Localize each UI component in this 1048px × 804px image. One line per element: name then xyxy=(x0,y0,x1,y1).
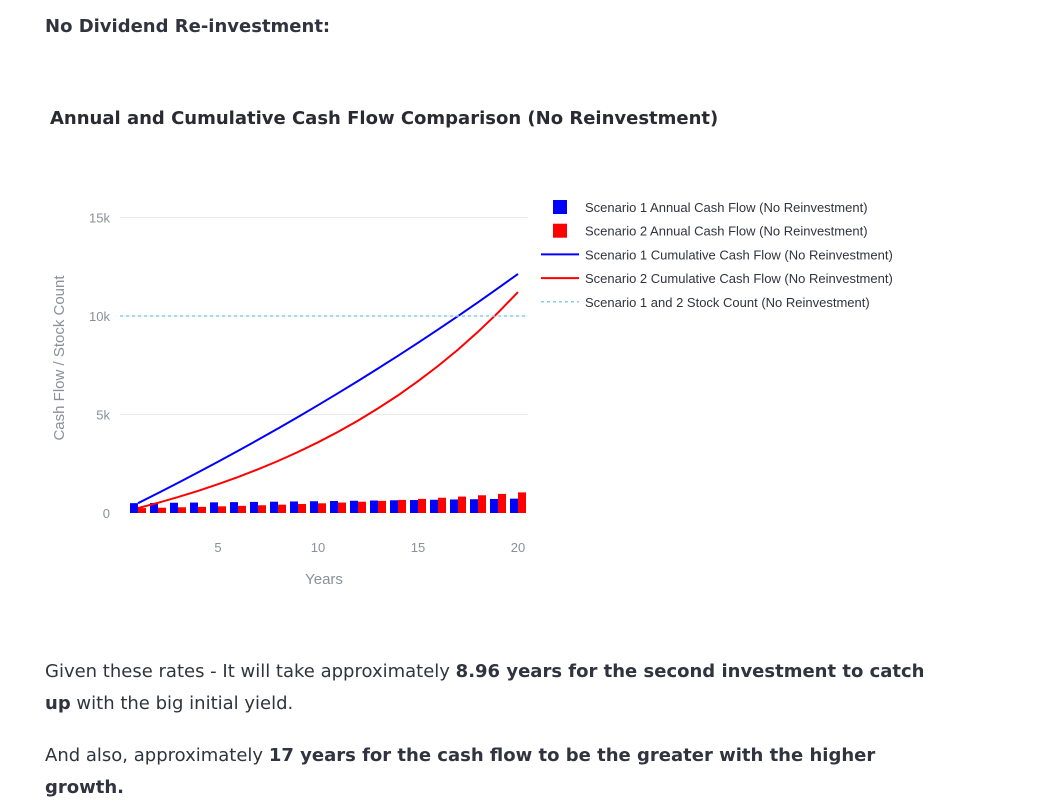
bar xyxy=(390,500,398,513)
bar xyxy=(170,502,178,513)
y-tick-label: 0 xyxy=(103,506,110,521)
legend-label: Scenario 1 Cumulative Cash Flow (No Rein… xyxy=(585,247,893,262)
p2-bold: 17 years for the cash flow to be the gre… xyxy=(45,745,876,798)
bar xyxy=(138,508,146,513)
bar xyxy=(510,498,518,513)
bar xyxy=(330,501,338,513)
bar xyxy=(458,496,466,513)
bar xyxy=(430,499,438,513)
chart-title: Annual and Cumulative Cash Flow Comparis… xyxy=(50,108,719,129)
legend[interactable]: Scenario 1 Annual Cash Flow (No Reinvest… xyxy=(541,200,893,310)
y-axis-label: Cash Flow / Stock Count xyxy=(51,275,68,441)
bar xyxy=(130,503,138,513)
bar xyxy=(258,505,266,513)
bar xyxy=(290,501,298,513)
bar xyxy=(470,499,478,513)
cumulative-line xyxy=(137,273,519,505)
bar xyxy=(378,500,386,513)
bar xyxy=(250,501,258,513)
legend-swatch xyxy=(553,223,567,238)
bar xyxy=(398,499,406,513)
bar xyxy=(490,498,498,513)
p1-text: Given these rates - It will take approxi… xyxy=(45,661,456,682)
legend-item[interactable]: Scenario 2 Annual Cash Flow (No Reinvest… xyxy=(553,223,868,239)
x-tick-label: 10 xyxy=(311,540,325,555)
section-heading: No Dividend Re-investment: xyxy=(45,16,331,37)
y-tick-label: 5k xyxy=(96,408,110,423)
bar xyxy=(338,502,346,513)
bar xyxy=(318,503,326,513)
bar xyxy=(358,501,366,513)
bar xyxy=(518,492,526,513)
bar xyxy=(190,502,198,513)
p1-tail: with the big initial yield. xyxy=(70,693,294,714)
bar xyxy=(198,506,206,513)
legend-label: Scenario 2 Cumulative Cash Flow (No Rein… xyxy=(585,271,893,286)
legend-item[interactable]: Scenario 1 Cumulative Cash Flow (No Rein… xyxy=(541,247,893,262)
catch-up-paragraph: Given these rates - It will take approxi… xyxy=(45,656,925,720)
bar xyxy=(418,498,426,513)
bar xyxy=(310,501,318,513)
cumulative-line xyxy=(137,291,519,510)
bar xyxy=(298,504,306,513)
x-tick-label: 15 xyxy=(411,540,425,555)
legend-item[interactable]: Scenario 1 Annual Cash Flow (No Reinvest… xyxy=(553,200,868,215)
x-axis-label: Years xyxy=(305,571,343,588)
bars xyxy=(130,492,526,513)
bar xyxy=(238,505,246,513)
p1-bold: 8.96 years for the second investment to … xyxy=(45,661,925,714)
bar xyxy=(218,506,226,513)
bar xyxy=(410,500,418,513)
bar xyxy=(478,495,486,513)
cash-flow-chart[interactable]: 0 5k 10k 15k 5 10 15 20 Years Cash Flow / Stock… xyxy=(0,0,1048,640)
bar xyxy=(438,497,446,513)
legend-swatch xyxy=(553,200,567,214)
legend-label: Scenario 1 Annual Cash Flow (No Reinvest… xyxy=(585,200,868,215)
bar xyxy=(278,504,286,513)
bar xyxy=(158,507,166,513)
y-tick-label: 15k xyxy=(89,211,110,226)
bar xyxy=(150,502,158,513)
x-tick-label: 20 xyxy=(511,540,525,555)
legend-item[interactable]: Scenario 2 Cumulative Cash Flow (No Rein… xyxy=(541,271,893,286)
legend-label: Scenario 1 and 2 Stock Count (No Reinves… xyxy=(585,295,870,310)
bar xyxy=(270,501,278,513)
bar xyxy=(350,500,358,513)
bar xyxy=(450,499,458,513)
cash-flow-paragraph: And also, approximately 17 years for the… xyxy=(45,740,925,804)
lines xyxy=(120,273,528,510)
bar xyxy=(498,493,506,513)
bar xyxy=(178,507,186,513)
tick-labels: 0 5k 10k 15k 5 10 15 20 xyxy=(89,211,525,555)
p2-text: And also, approximately xyxy=(45,745,269,766)
x-tick-label: 5 xyxy=(214,540,221,555)
bar xyxy=(370,500,378,513)
bar xyxy=(210,502,218,513)
legend-label: Scenario 2 Annual Cash Flow (No Reinvest… xyxy=(585,224,868,239)
bar xyxy=(230,502,238,513)
legend-item[interactable]: Scenario 1 and 2 Stock Count (No Reinves… xyxy=(541,295,870,310)
y-tick-label: 10k xyxy=(89,309,110,324)
